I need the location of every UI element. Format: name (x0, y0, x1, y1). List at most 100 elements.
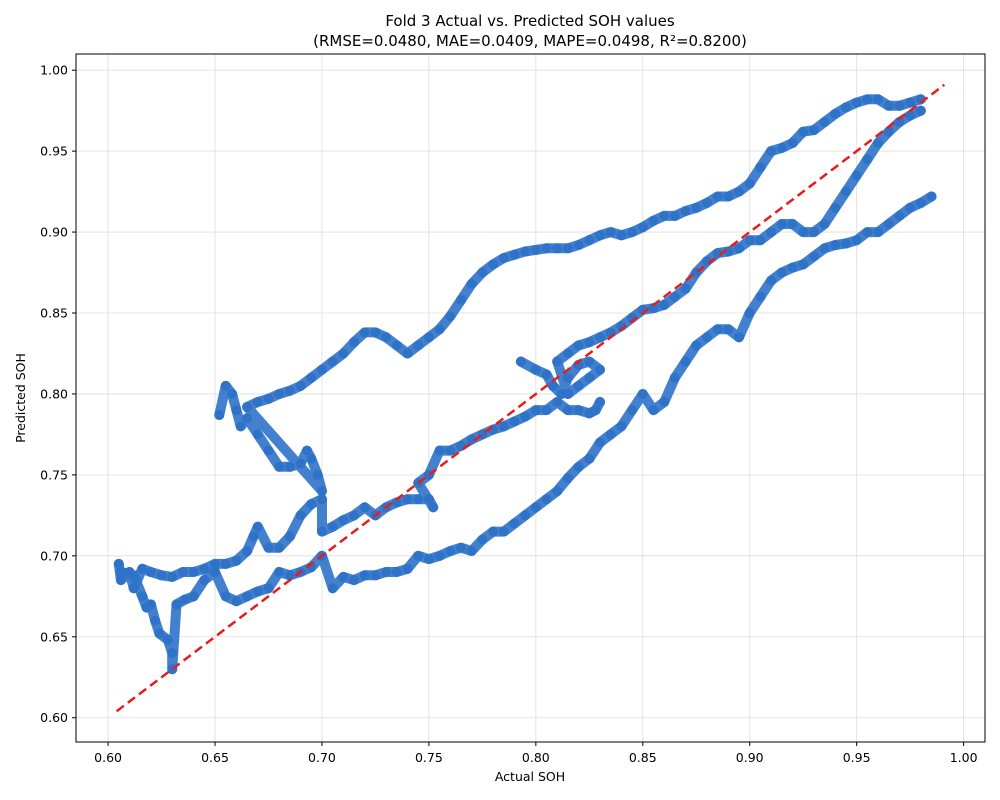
y-tick-label: 0.90 (40, 225, 68, 240)
data-point (744, 178, 755, 189)
data-point (744, 235, 755, 246)
x-tick-label: 1.00 (950, 750, 978, 765)
data-point (862, 227, 873, 238)
data-point (220, 380, 231, 391)
data-series (115, 191, 937, 675)
data-point (787, 218, 798, 229)
data-point (776, 267, 787, 278)
data-point (595, 437, 606, 448)
grid-layer (76, 54, 985, 742)
data-point (391, 340, 402, 351)
data-point (573, 461, 584, 472)
data-point (370, 570, 381, 581)
data-point (128, 570, 139, 581)
data-point (284, 570, 295, 581)
data-point (306, 372, 317, 383)
data-point (744, 308, 755, 319)
data-point (905, 97, 916, 108)
data-point (402, 494, 413, 505)
data-point (263, 445, 274, 456)
data-point (851, 97, 862, 108)
data-point (830, 108, 841, 119)
data-point (798, 227, 809, 238)
data-point (734, 186, 745, 197)
data-point (766, 227, 777, 238)
data-point (541, 494, 552, 505)
data-point (669, 210, 680, 221)
data-series (214, 94, 926, 497)
data-point (680, 206, 691, 217)
data-point (840, 238, 851, 249)
data-point (359, 502, 370, 513)
data-point (530, 244, 541, 255)
data-point (509, 518, 520, 529)
data-point (428, 502, 439, 513)
data-point (590, 405, 601, 416)
x-axis-label: Actual SOH (495, 769, 565, 784)
x-tick-label: 0.75 (415, 750, 443, 765)
data-point (808, 251, 819, 262)
x-tick-label: 0.85 (629, 750, 657, 765)
data-point (455, 542, 466, 553)
data-point (423, 332, 434, 343)
data-point (509, 416, 520, 427)
data-point (766, 275, 777, 286)
data-point (515, 356, 526, 367)
data-point (466, 278, 477, 289)
data-point (338, 348, 349, 359)
data-point (295, 458, 306, 469)
data-point (242, 591, 253, 602)
data-point (573, 240, 584, 251)
data-point (605, 227, 616, 238)
data-point (210, 558, 221, 569)
data-point (616, 421, 627, 432)
data-point (306, 453, 317, 464)
data-point (301, 445, 312, 456)
y-tick-label: 1.00 (40, 63, 68, 78)
data-point (787, 138, 798, 149)
x-tick-label: 0.90 (736, 750, 764, 765)
data-point (231, 405, 242, 416)
data-point (381, 567, 392, 578)
data-point (680, 283, 691, 294)
ideal-line-layer (115, 83, 946, 713)
data-point (316, 486, 327, 497)
y-tick-label: 0.80 (40, 386, 68, 401)
plot-area-frame (75, 53, 986, 743)
data-point (616, 230, 627, 241)
data-point (541, 405, 552, 416)
data-point (552, 356, 563, 367)
data-point (541, 369, 552, 380)
x-tick-label: 0.65 (201, 750, 229, 765)
data-point (227, 388, 238, 399)
ideal-fit-line (115, 83, 946, 713)
data-series (515, 105, 926, 399)
data-point (547, 380, 558, 391)
x-tick-label: 0.60 (94, 750, 122, 765)
data-point (562, 372, 573, 383)
data-point (498, 526, 509, 537)
data-point (235, 421, 246, 432)
series-layer (113, 94, 937, 675)
data-point (595, 397, 606, 408)
data-point (595, 332, 606, 343)
data-point (894, 210, 905, 221)
data-point (145, 567, 156, 578)
data-point (883, 100, 894, 111)
data-point (648, 405, 659, 416)
data-point (926, 191, 937, 202)
data-point (584, 337, 595, 348)
data-point (284, 385, 295, 396)
data-point (434, 324, 445, 335)
data-point (402, 348, 413, 359)
data-point (220, 558, 231, 569)
data-point (274, 461, 285, 472)
x-tick-label: 0.95 (843, 750, 871, 765)
data-point (562, 348, 573, 359)
data-point (156, 570, 167, 581)
data-point (787, 262, 798, 273)
x-tick-label: 0.80 (522, 750, 550, 765)
data-point (413, 494, 424, 505)
data-point (252, 586, 263, 597)
data-point (180, 594, 191, 605)
